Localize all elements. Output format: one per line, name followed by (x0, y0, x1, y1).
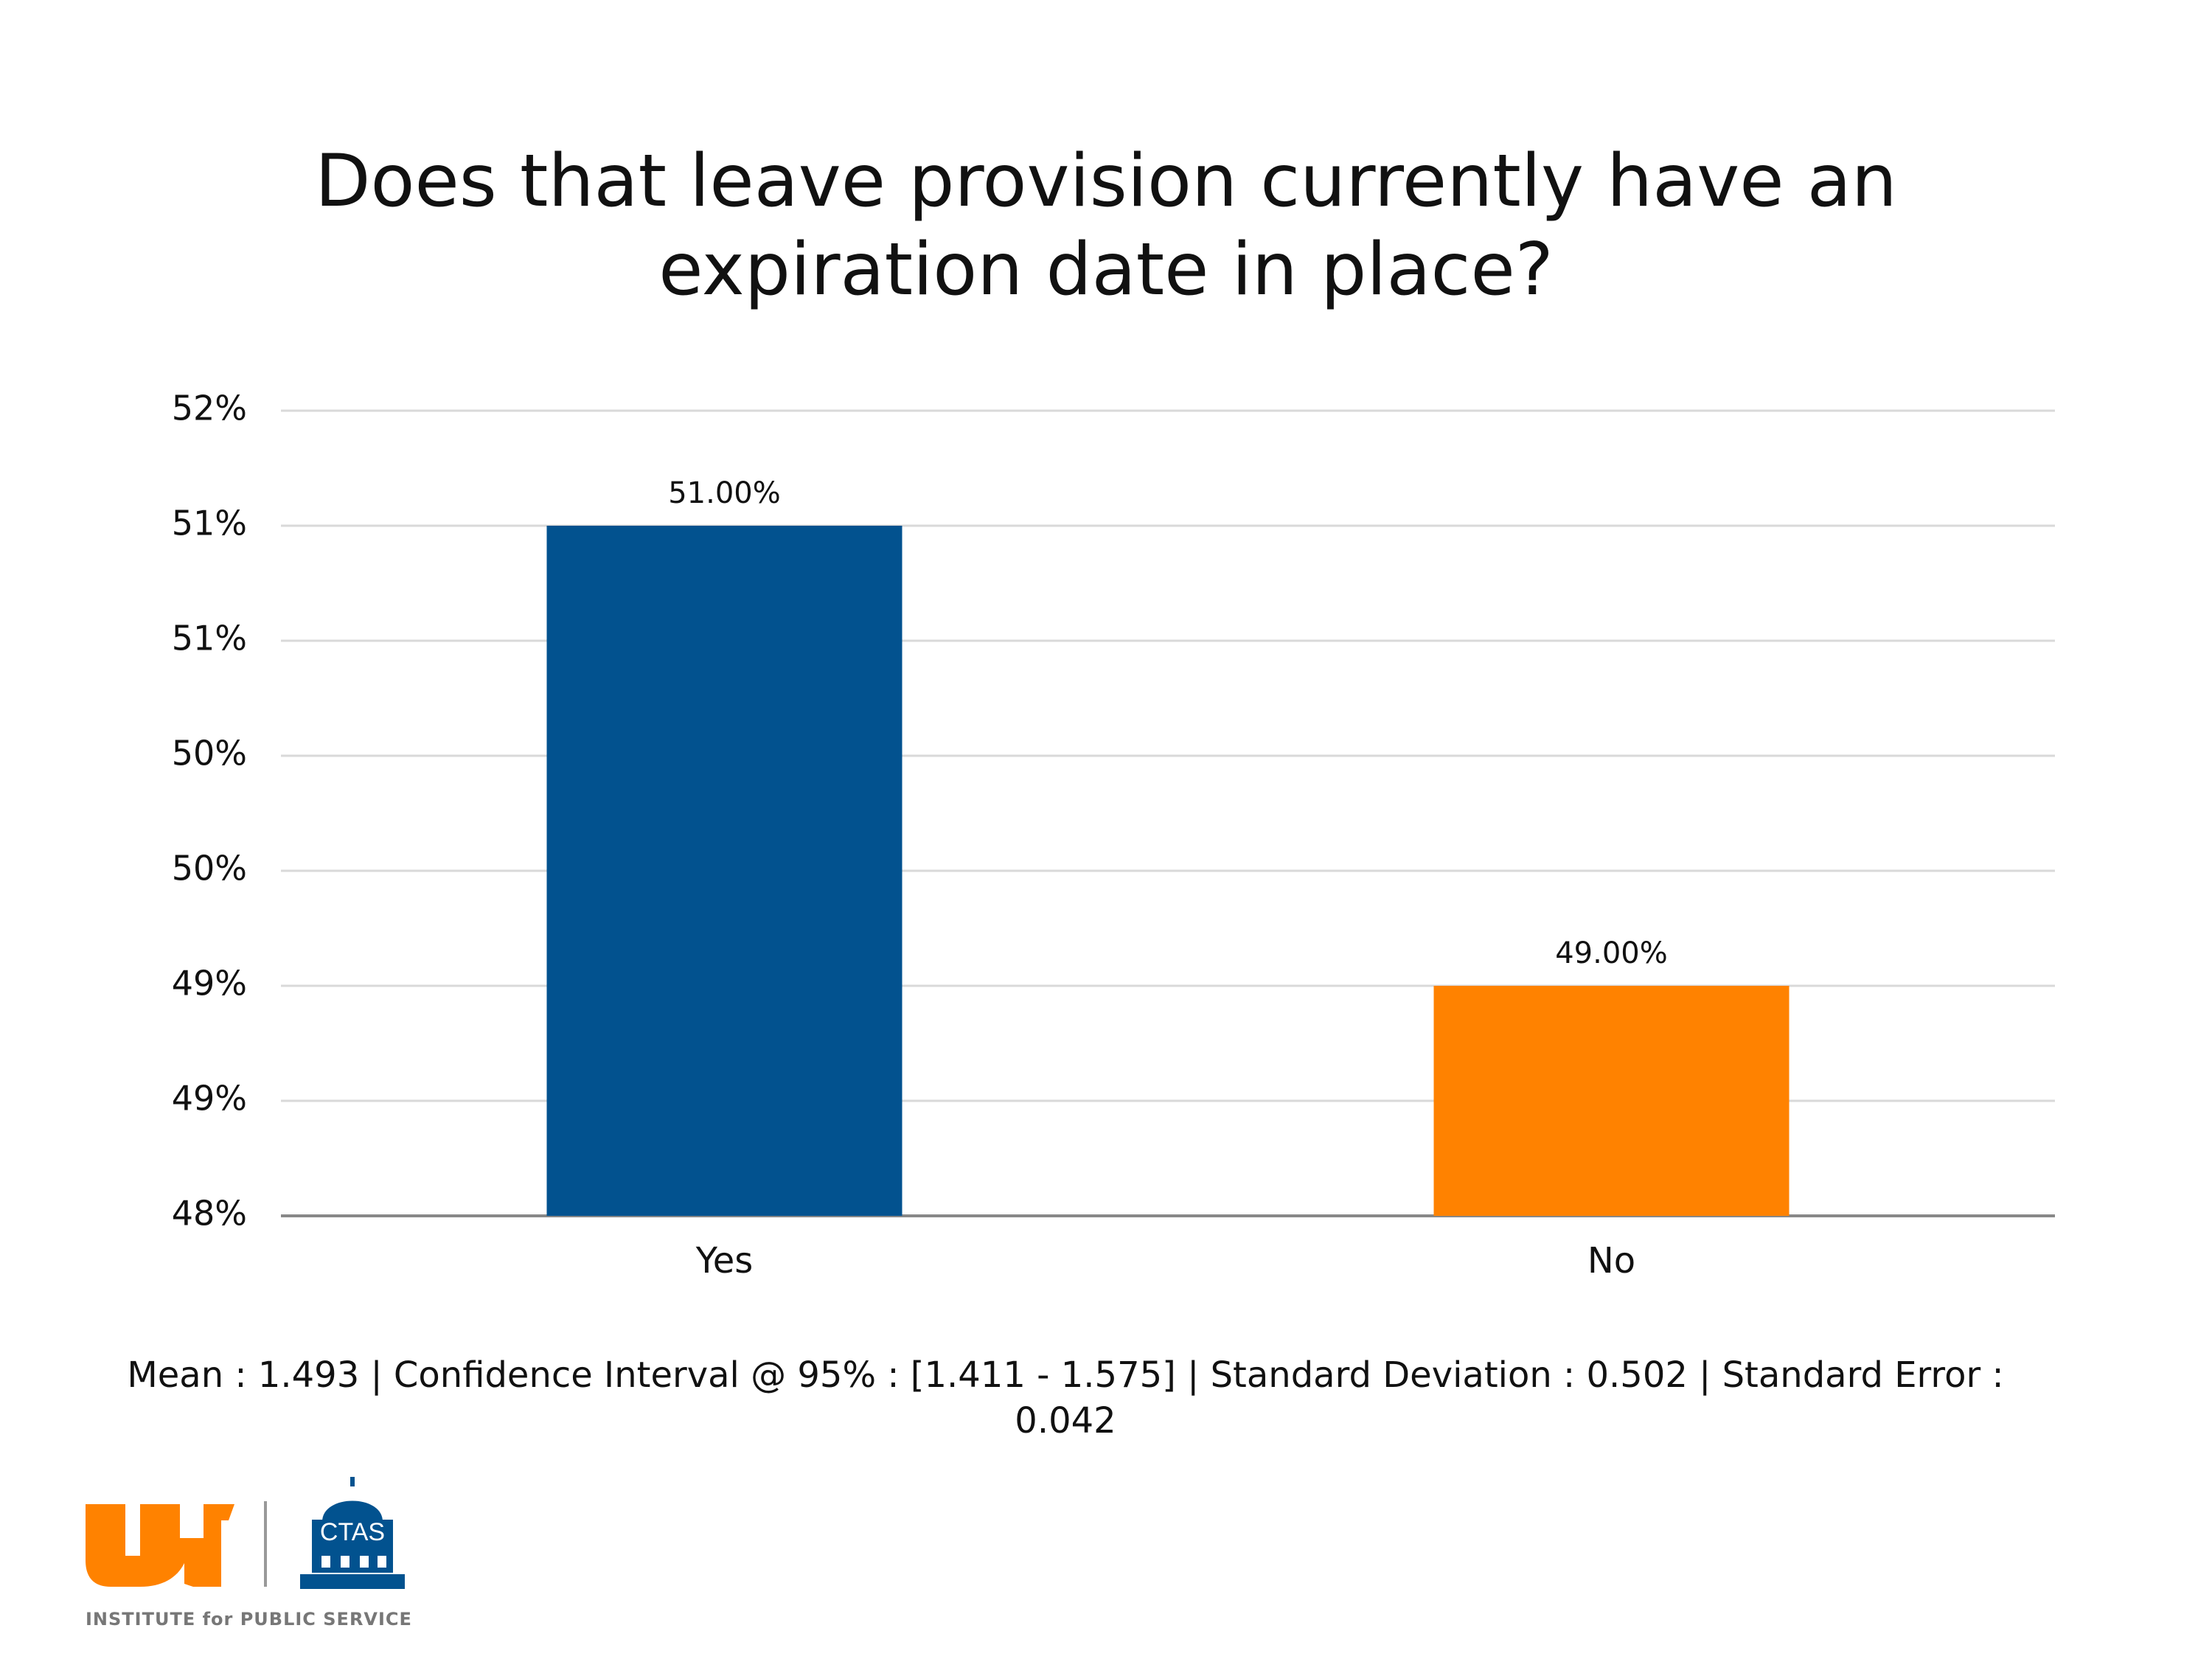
x-tick-label: Yes (695, 1240, 753, 1281)
stats-footer: Mean : 1.493 | Confidence Interval @ 95%… (127, 1354, 2004, 1441)
bar (546, 526, 902, 1216)
logo-badge: CTAS (320, 1518, 385, 1546)
capitol-window (360, 1556, 369, 1568)
chart-title: expiration date in place? (658, 228, 1554, 312)
y-tick-label: 50% (172, 734, 247, 773)
value-label: 51.00% (668, 476, 781, 510)
logo: CTAS INSTITUTE for PUBLIC SERVICE (86, 1477, 412, 1630)
y-tick-label: 51% (172, 504, 247, 543)
value-label: 49.00% (1555, 936, 1668, 970)
chart-title: Does that leave provision currently have… (315, 139, 1897, 223)
y-tick-label: 48% (172, 1194, 247, 1234)
capitol-window (378, 1556, 386, 1568)
y-tick-label: 52% (172, 389, 247, 428)
y-tick-label: 49% (172, 1079, 247, 1119)
capitol-window (341, 1556, 349, 1568)
y-tick-label: 49% (172, 964, 247, 1004)
bar (1433, 986, 1790, 1216)
ut-logo (86, 1504, 234, 1587)
y-tick-label: 51% (172, 619, 247, 658)
logo-caption: INSTITUTE for PUBLIC SERVICE (86, 1609, 412, 1630)
capitol-window (321, 1556, 330, 1568)
y-tick-label: 50% (172, 849, 247, 888)
x-tick-label: No (1587, 1240, 1635, 1281)
